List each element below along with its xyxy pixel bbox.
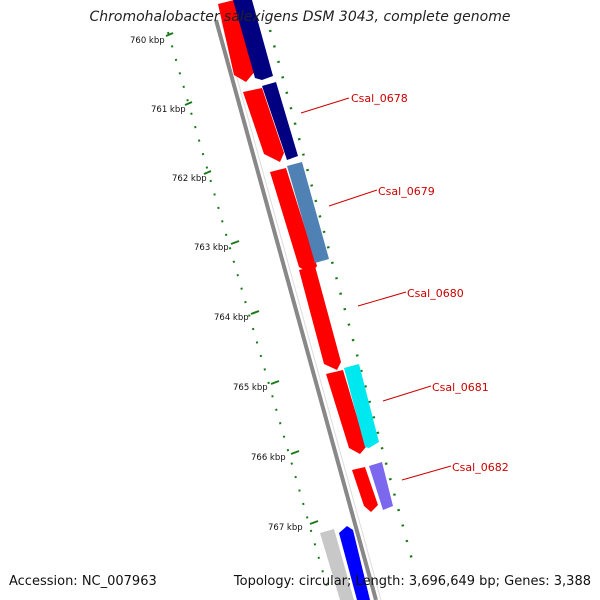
- scale-label-764: 764 kbp: [214, 313, 249, 323]
- scale-ticks: [165, 32, 319, 525]
- gene-gray-1: [320, 529, 354, 600]
- map-title: Chromohalobacter salexigens DSM 3043, co…: [89, 9, 511, 25]
- gene-navy-1: [233, 0, 273, 80]
- topology-text: Topology: circular; Length: 3,696,649 bp…: [233, 574, 591, 589]
- leader-csal-0678: [300, 97, 350, 114]
- leader-csal-0680: [357, 291, 407, 307]
- backbone-highlight: [220, 19, 382, 600]
- gene-purple: [369, 462, 393, 510]
- gene-label-csal-0681: Csal_0681: [432, 381, 489, 394]
- scale-label-760: 760 kbp: [130, 36, 165, 46]
- scale-label-767: 767 kbp: [268, 523, 303, 533]
- gene-steelblue: [287, 162, 329, 263]
- cds-arrow-4: [299, 266, 341, 370]
- leader-csal-0682: [401, 465, 452, 481]
- leader-csal-0679: [328, 189, 378, 207]
- scale-label-763: 763 kbp: [194, 243, 229, 253]
- gene-label-csal-0679: Csal_0679: [378, 185, 435, 198]
- cds-arrow-3: [270, 168, 317, 274]
- scale-label-765: 765 kbp: [233, 383, 268, 393]
- scale-label-762: 762 kbp: [172, 174, 207, 184]
- accession-text: Accession: NC_007963: [9, 574, 157, 589]
- genome-backbone: [214, 19, 378, 600]
- cds-arrow-6: [352, 467, 378, 512]
- gene-label-csal-0682: Csal_0682: [452, 461, 509, 474]
- gc-track-left: [167, 31, 329, 591]
- gene-navy-2: [262, 82, 298, 160]
- scale-label-766: 766 kbp: [251, 453, 286, 463]
- cds-arrow-1: [218, 0, 256, 82]
- gene-label-csal-0680: Csal_0680: [407, 287, 464, 300]
- cds-arrow-5: [326, 370, 366, 454]
- gene-label-csal-0678: Csal_0678: [351, 92, 408, 105]
- leader-csal-0681: [382, 385, 432, 402]
- scale-label-761: 761 kbp: [151, 105, 186, 115]
- cds-track: [218, 0, 378, 512]
- gene-track: [233, 0, 393, 600]
- gene-cyan: [344, 364, 379, 448]
- gene-blue: [339, 526, 370, 600]
- cds-arrow-2: [243, 88, 284, 162]
